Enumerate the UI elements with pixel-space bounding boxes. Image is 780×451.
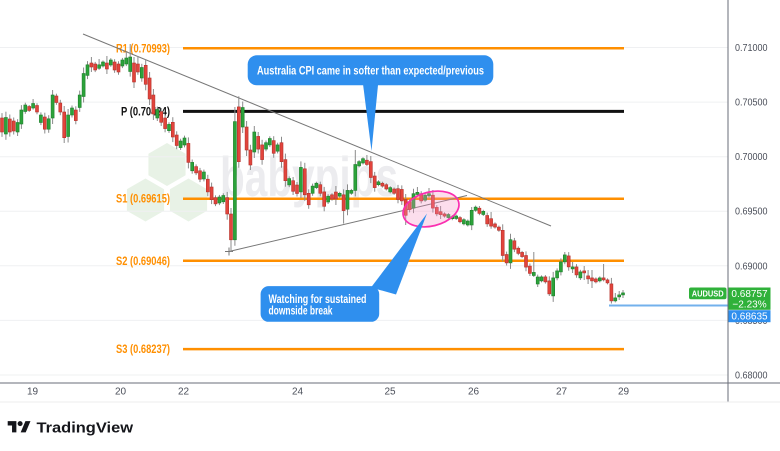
svg-text:26: 26	[468, 387, 480, 398]
svg-text:0.70500: 0.70500	[735, 98, 768, 109]
svg-text:29: 29	[618, 387, 630, 398]
svg-text:R1 (0.70993): R1 (0.70993)	[116, 43, 170, 55]
svg-text:TradingView: TradingView	[37, 420, 134, 437]
svg-text:downside break: downside break	[269, 306, 333, 318]
svg-text:25: 25	[384, 387, 396, 398]
svg-text:AUDUSD: AUDUSD	[692, 288, 724, 298]
svg-text:19: 19	[27, 387, 39, 398]
svg-text:24: 24	[292, 387, 304, 398]
svg-text:S2 (0.69046): S2 (0.69046)	[116, 256, 170, 268]
svg-text:27: 27	[556, 387, 568, 398]
svg-text:S3 (0.68237): S3 (0.68237)	[116, 344, 170, 356]
svg-text:0.68000: 0.68000	[735, 371, 768, 382]
svg-text:22: 22	[178, 387, 190, 398]
svg-text:0.71000: 0.71000	[735, 43, 768, 54]
svg-text:0.70000: 0.70000	[735, 152, 768, 163]
svg-text:0.69000: 0.69000	[735, 261, 768, 272]
svg-text:0.69500: 0.69500	[735, 207, 768, 218]
svg-text:Australia CPI came in softer t: Australia CPI came in softer than expect…	[257, 63, 484, 77]
svg-text:Watching for sustained: Watching for sustained	[269, 294, 367, 306]
svg-text:20: 20	[115, 387, 127, 398]
svg-text:S1 (0.69615): S1 (0.69615)	[116, 194, 170, 206]
svg-text:−2.23%: −2.23%	[732, 299, 766, 310]
svg-text:0.68635: 0.68635	[731, 312, 768, 323]
svg-text:0.68757: 0.68757	[731, 289, 768, 300]
